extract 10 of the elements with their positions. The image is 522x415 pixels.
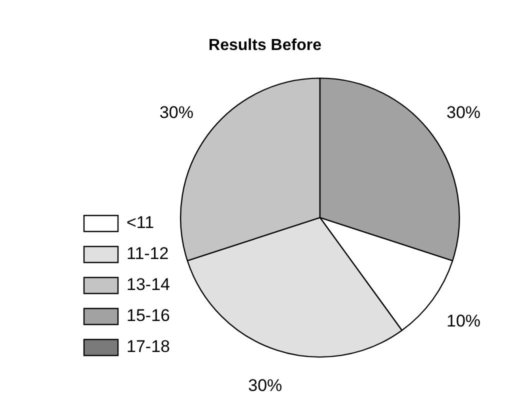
chart-title: Results Before <box>208 37 322 54</box>
legend-label: 13-14 <box>126 275 170 294</box>
data-label: 30% <box>159 103 194 122</box>
data-label: 30% <box>446 103 481 122</box>
legend-label: 15-16 <box>126 306 170 326</box>
legend-label: <11 <box>126 213 154 232</box>
legend-label: 17-18 <box>126 337 170 356</box>
data-label: 30% <box>248 376 282 396</box>
legend-label: 11-12 <box>126 244 169 264</box>
data-label: 10% <box>446 312 481 331</box>
